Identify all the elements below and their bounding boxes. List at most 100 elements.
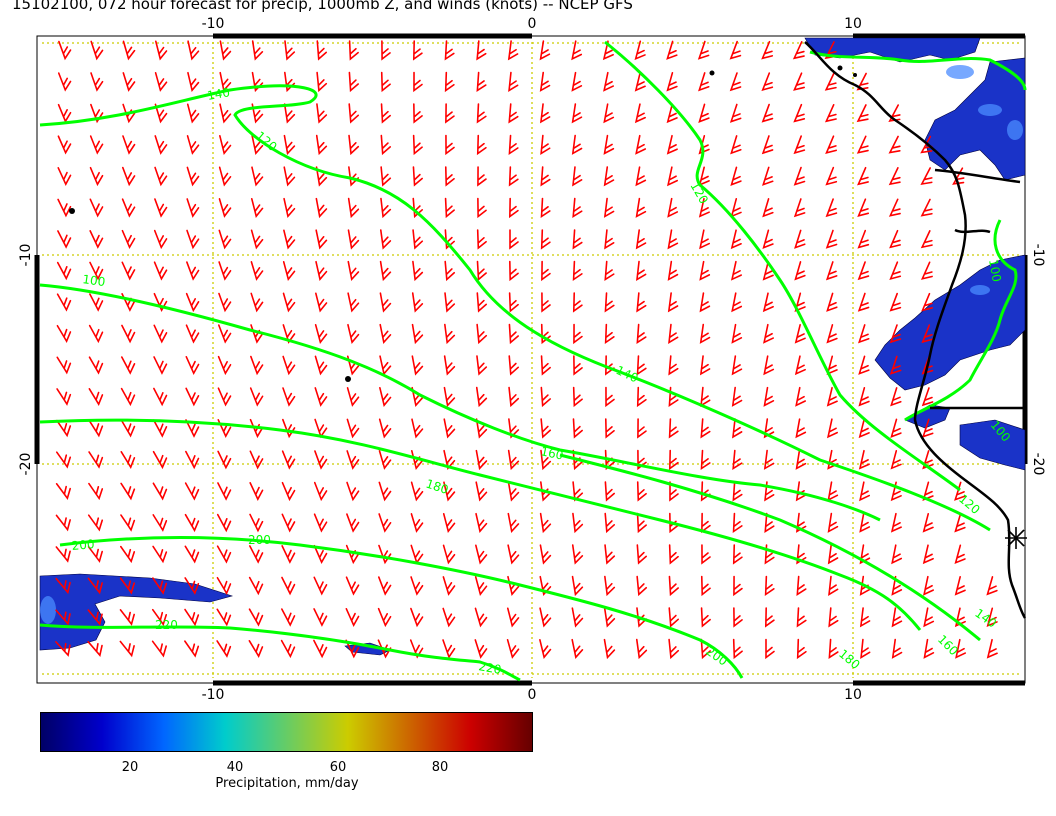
wind-barb xyxy=(826,418,838,439)
wind-barb xyxy=(411,355,424,376)
wind-barb xyxy=(314,324,328,344)
wind-barb xyxy=(347,323,360,344)
wind-barb xyxy=(282,387,296,407)
wind-barb xyxy=(250,197,264,218)
wind-barb xyxy=(700,481,711,502)
wind-barb xyxy=(345,576,360,596)
wind-barb xyxy=(379,355,392,376)
coast-islands xyxy=(69,65,857,382)
wind-barb xyxy=(890,418,902,438)
wind-barb xyxy=(313,513,328,533)
wind-barb xyxy=(635,134,647,155)
wind-barb xyxy=(248,608,264,627)
wind-barb xyxy=(507,40,519,61)
wind-barb xyxy=(824,103,837,123)
wind-barb xyxy=(120,514,136,532)
wind-barb xyxy=(668,386,679,408)
wind-barb xyxy=(507,544,520,565)
wind-barb xyxy=(380,134,391,156)
wind-barb xyxy=(186,261,200,281)
wind-barb xyxy=(89,166,104,187)
wind-barb xyxy=(56,324,72,344)
wind-barb xyxy=(954,607,966,628)
wind-barb xyxy=(219,40,232,61)
contour-label: 200 xyxy=(71,537,95,553)
wind-barb xyxy=(571,607,584,628)
wind-barb xyxy=(56,261,72,281)
wind-barb xyxy=(55,514,71,532)
wind-barb xyxy=(444,292,456,313)
wind-barb xyxy=(251,134,264,156)
wind-barb xyxy=(57,72,72,92)
wind-barb xyxy=(444,71,455,93)
wind-barb xyxy=(508,134,519,156)
wind-barb xyxy=(666,40,678,60)
wind-barb xyxy=(540,355,551,376)
wind-barb xyxy=(251,103,264,124)
wind-barb xyxy=(603,166,615,187)
wind-barb xyxy=(571,71,583,92)
wind-barb xyxy=(153,387,168,407)
wind-barb xyxy=(762,292,774,313)
wind-barb xyxy=(540,166,551,187)
coastline xyxy=(804,41,1027,619)
wind-barb xyxy=(88,324,104,344)
wind-barb xyxy=(249,482,264,501)
wind-barb xyxy=(378,513,392,533)
wind-barb xyxy=(888,198,901,217)
wind-barb xyxy=(346,450,360,470)
wind-barb xyxy=(284,40,296,61)
wind-barb xyxy=(508,418,520,439)
wind-barb xyxy=(154,198,168,218)
wind-barb xyxy=(699,355,711,376)
contour-label: 120 xyxy=(687,180,711,207)
wind-barb xyxy=(794,229,806,249)
wind-barb xyxy=(120,482,136,501)
wind-barb xyxy=(666,134,678,155)
wind-barb xyxy=(825,229,838,249)
wind-barb xyxy=(313,544,328,565)
wind-barb xyxy=(381,40,391,61)
wind-barb xyxy=(313,576,328,596)
wind-barb xyxy=(316,103,328,124)
wind-barb xyxy=(793,166,806,186)
wind-barb xyxy=(412,134,423,156)
wind-barb xyxy=(313,481,328,502)
wind-barb xyxy=(475,418,488,439)
wind-barb xyxy=(825,198,838,218)
wind-barb xyxy=(410,513,424,533)
wind-barb xyxy=(122,40,136,61)
wind-barb xyxy=(636,260,647,281)
wind-barb xyxy=(540,449,552,471)
wind-barb xyxy=(700,575,711,597)
wind-barb xyxy=(733,607,743,628)
wind-barb xyxy=(348,134,360,156)
wind-barb xyxy=(603,103,615,124)
wind-barb xyxy=(57,198,72,218)
wind-barb xyxy=(796,544,807,565)
wind-barb xyxy=(216,545,232,564)
wind-barb xyxy=(539,103,551,124)
wind-barb xyxy=(604,512,616,534)
wind-barb xyxy=(380,71,391,93)
wind-barb xyxy=(316,40,328,61)
wind-barb xyxy=(605,386,615,408)
wind-barb xyxy=(280,608,296,627)
wind-barb xyxy=(668,323,679,344)
wind-barb xyxy=(730,260,742,281)
wind-barb xyxy=(794,292,806,313)
wind-barb xyxy=(121,324,136,344)
wind-barb xyxy=(55,482,72,500)
wind-barb xyxy=(603,71,615,92)
wind-barb xyxy=(506,607,520,628)
wind-barb xyxy=(603,607,616,628)
contour-label: 140 xyxy=(614,363,641,385)
wind-barb xyxy=(474,639,488,659)
wind-barb xyxy=(761,103,774,123)
wind-barb xyxy=(346,387,360,407)
wind-barb xyxy=(122,135,136,155)
wind-barb xyxy=(281,481,296,502)
wind-barb xyxy=(793,72,805,91)
wind-barb xyxy=(634,103,646,124)
wind-barb xyxy=(573,323,583,345)
